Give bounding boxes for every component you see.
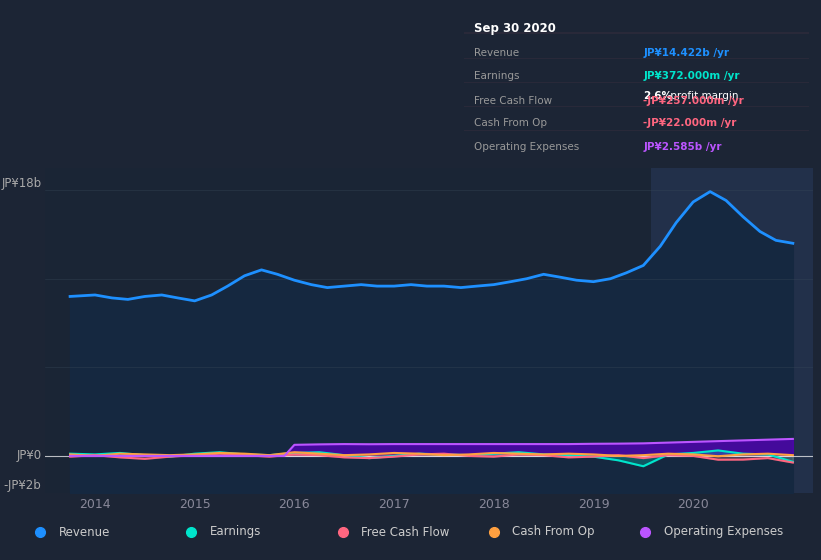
Text: Free Cash Flow: Free Cash Flow (475, 96, 553, 106)
Text: JP¥0: JP¥0 (16, 449, 41, 463)
Text: JP¥14.422b /yr: JP¥14.422b /yr (643, 48, 729, 58)
Text: -JP¥22.000m /yr: -JP¥22.000m /yr (643, 118, 736, 128)
Text: Cash From Op: Cash From Op (475, 118, 548, 128)
Text: JP¥372.000m /yr: JP¥372.000m /yr (643, 71, 740, 81)
Bar (651, 168, 813, 493)
Text: JP¥2.585b /yr: JP¥2.585b /yr (643, 142, 722, 152)
Text: 2.6%: 2.6% (643, 91, 672, 101)
Text: profit margin: profit margin (667, 91, 739, 101)
Text: Earnings: Earnings (210, 525, 262, 539)
Text: Earnings: Earnings (475, 71, 520, 81)
Text: Revenue: Revenue (59, 525, 111, 539)
Text: Cash From Op: Cash From Op (512, 525, 595, 539)
Text: Sep 30 2020: Sep 30 2020 (475, 22, 556, 35)
Text: -JP¥257.000m /yr: -JP¥257.000m /yr (643, 96, 744, 106)
Text: -JP¥2b: -JP¥2b (3, 479, 41, 492)
Text: Revenue: Revenue (475, 48, 520, 58)
Text: JP¥18b: JP¥18b (1, 177, 41, 190)
Text: Operating Expenses: Operating Expenses (663, 525, 782, 539)
Text: Free Cash Flow: Free Cash Flow (361, 525, 450, 539)
Text: Operating Expenses: Operating Expenses (475, 142, 580, 152)
